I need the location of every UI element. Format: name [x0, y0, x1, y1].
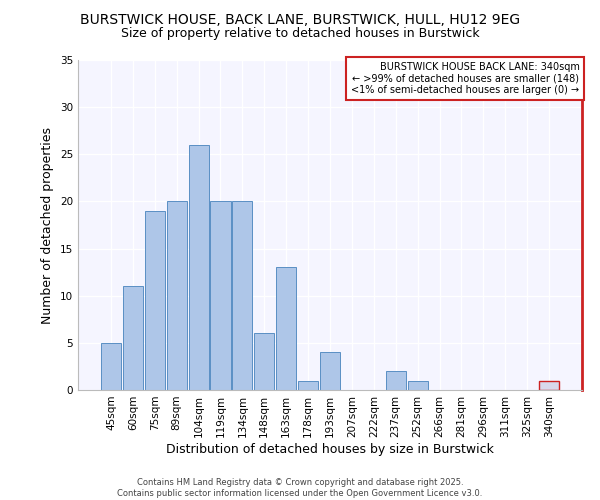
- X-axis label: Distribution of detached houses by size in Burstwick: Distribution of detached houses by size …: [166, 442, 494, 456]
- Bar: [407, 380, 428, 390]
- Bar: [167, 202, 187, 390]
- Bar: [211, 202, 230, 390]
- Bar: [539, 380, 559, 390]
- Bar: [386, 371, 406, 390]
- Text: BURSTWICK HOUSE BACK LANE: 340sqm
← >99% of detached houses are smaller (148)
<1: BURSTWICK HOUSE BACK LANE: 340sqm ← >99%…: [352, 62, 580, 95]
- Bar: [188, 145, 209, 390]
- Bar: [101, 343, 121, 390]
- Bar: [145, 211, 165, 390]
- Bar: [123, 286, 143, 390]
- Bar: [276, 268, 296, 390]
- Bar: [254, 334, 274, 390]
- Text: BURSTWICK HOUSE, BACK LANE, BURSTWICK, HULL, HU12 9EG: BURSTWICK HOUSE, BACK LANE, BURSTWICK, H…: [80, 12, 520, 26]
- Text: Contains HM Land Registry data © Crown copyright and database right 2025.
Contai: Contains HM Land Registry data © Crown c…: [118, 478, 482, 498]
- Bar: [320, 352, 340, 390]
- Bar: [232, 202, 253, 390]
- Text: Size of property relative to detached houses in Burstwick: Size of property relative to detached ho…: [121, 28, 479, 40]
- Bar: [298, 380, 318, 390]
- Y-axis label: Number of detached properties: Number of detached properties: [41, 126, 55, 324]
